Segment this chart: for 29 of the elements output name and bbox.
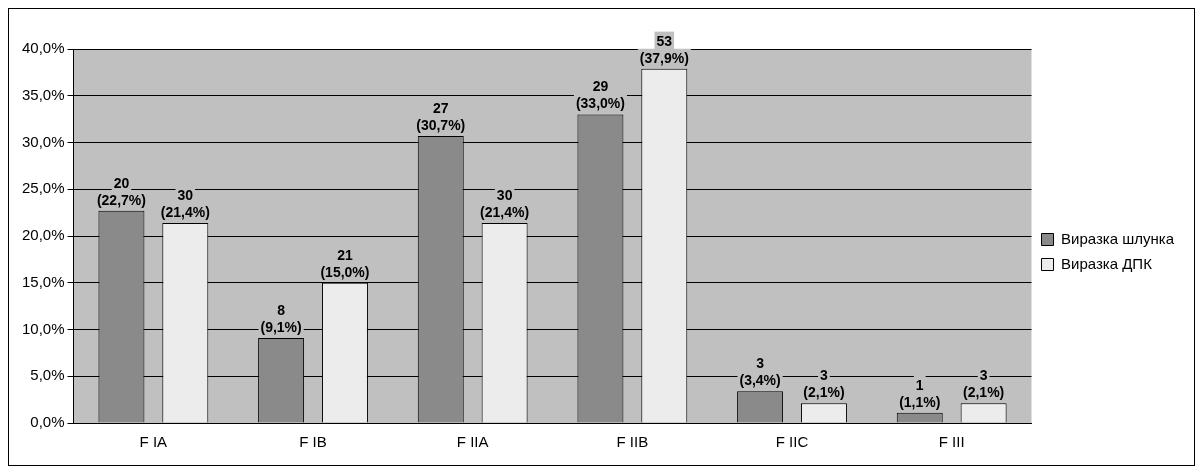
x-tick-label: F IIC xyxy=(775,433,809,451)
x-tick-label: F IIA xyxy=(456,433,489,451)
legend-label: Виразка ДПК xyxy=(1061,254,1153,272)
data-label: 21 (15,0%) xyxy=(320,246,370,280)
x-tick-label: F IB xyxy=(299,433,327,451)
data-label: 30 (21,4%) xyxy=(160,186,210,220)
x-tick-label: F IA xyxy=(139,433,168,451)
y-tick-label: 40,0% xyxy=(21,39,65,57)
y-tick-label: 5,0% xyxy=(30,366,65,384)
data-label: 29 (33,0%) xyxy=(575,78,625,112)
data-label: 30 (21,4%) xyxy=(480,186,530,220)
y-tick-label: 30,0% xyxy=(21,132,65,150)
x-tick-label: F III xyxy=(938,433,965,451)
data-label: 20 (22,7%) xyxy=(96,174,146,208)
data-label: 8 (9,1%) xyxy=(260,301,302,335)
data-label: 1 (1,1%) xyxy=(899,376,941,410)
y-tick-label: 35,0% xyxy=(21,85,65,103)
y-tick-label: 10,0% xyxy=(21,319,65,337)
data-label: 53 (37,9%) xyxy=(639,32,689,66)
y-tick-label: 0,0% xyxy=(30,413,65,431)
x-tick-label: F IIB xyxy=(616,433,649,451)
y-tick-label: 20,0% xyxy=(21,226,65,244)
data-label: 3 (2,1%) xyxy=(803,367,845,401)
data-label: 27 (30,7%) xyxy=(416,99,466,133)
data-label: 3 (2,1%) xyxy=(963,367,1005,401)
y-tick-label: 25,0% xyxy=(21,179,65,197)
legend-label: Виразка шлунка xyxy=(1061,229,1175,247)
data-label: 3 (3,4%) xyxy=(739,355,781,389)
y-tick-label: 15,0% xyxy=(21,272,65,290)
